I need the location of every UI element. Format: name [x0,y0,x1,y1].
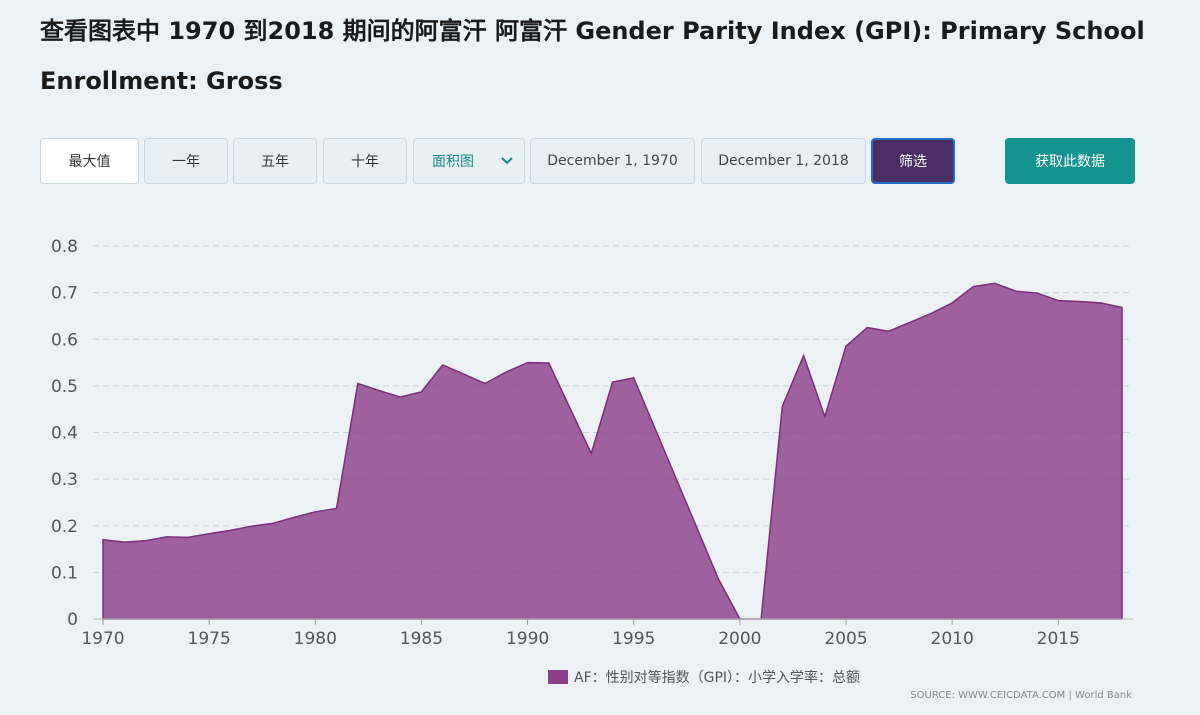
data-point[interactable] [928,311,934,317]
filter-button[interactable]: 筛选 [871,138,955,184]
range-1y-button[interactable]: 一年 [144,138,228,184]
data-point[interactable] [164,534,170,540]
data-point[interactable] [334,505,340,511]
data-point[interactable] [249,523,255,529]
range-max-button[interactable]: 最大值 [40,138,139,184]
data-point[interactable] [291,514,297,520]
start-date-input[interactable]: December 1, 1970 [530,138,695,184]
data-point[interactable] [949,300,955,306]
legend-swatch [548,670,568,684]
data-point[interactable] [376,388,382,394]
area-series-path[interactable] [102,282,1123,620]
data-point[interactable] [716,576,722,582]
source-credit: SOURCE: WWW.CEICDATA.COM | World Bank [910,690,1132,701]
data-point[interactable] [440,362,446,368]
data-point[interactable] [843,343,849,349]
data-point[interactable] [1098,300,1104,306]
y-tick-label: 0.8 [51,237,78,257]
x-tick-label: 1980 [294,629,337,649]
range-5y-button[interactable]: 五年 [233,138,317,184]
y-tick-label: 0.2 [51,517,78,537]
range-10y-button[interactable]: 十年 [323,138,407,184]
data-point[interactable] [185,534,191,540]
x-tick-label: 1985 [400,629,443,649]
y-tick-label: 0.5 [51,377,78,397]
data-point[interactable] [992,280,998,286]
data-point[interactable] [864,325,870,331]
data-point[interactable] [227,527,233,533]
chart-type-select[interactable]: 面积图 [413,138,525,184]
y-tick-label: 0.6 [51,330,78,350]
x-tick-label: 2010 [931,629,974,649]
data-point[interactable] [610,379,616,385]
y-tick-label: 0.3 [51,470,78,490]
data-point[interactable] [355,381,361,387]
area-series [100,280,1125,620]
data-point[interactable] [142,538,148,544]
x-tick-label: 1995 [612,629,655,649]
data-point[interactable] [1034,290,1040,296]
y-tick-label: 0.7 [51,284,78,304]
chart-toolbar: 最大值 一年 五年 十年 面积图 December 1, 1970 Decemb… [0,0,1200,200]
data-point[interactable] [546,360,552,366]
data-point[interactable] [631,375,637,381]
data-point[interactable] [121,539,127,545]
page-title: 查看图表中 1970 到2018 期间的阿富汗 阿富汗 Gender Parit… [40,17,1145,95]
data-point[interactable] [206,531,212,537]
data-point[interactable] [397,394,403,400]
x-tick-label: 1970 [81,629,124,649]
y-tick-label: 0 [67,610,78,630]
data-point[interactable] [525,360,531,366]
data-point[interactable] [885,328,891,334]
x-tick-label: 1990 [506,629,549,649]
data-point[interactable] [779,403,785,409]
end-date-input[interactable]: December 1, 2018 [701,138,866,184]
data-point[interactable] [801,353,807,359]
x-tick-label: 2005 [824,629,867,649]
data-point[interactable] [1119,305,1125,311]
x-tick-label: 1975 [188,629,231,649]
data-point[interactable] [270,520,276,526]
data-point[interactable] [461,371,467,377]
chart-legend[interactable]: AF：性别对等指数（GPI）：小学入学率：总额 [548,666,860,688]
data-point[interactable] [1013,288,1019,294]
data-point[interactable] [1077,298,1083,304]
data-point[interactable] [970,284,976,290]
data-point[interactable] [822,414,828,420]
y-tick-label: 0.1 [51,563,78,583]
chart-type-selected-label: 面积图 [432,154,474,170]
data-point[interactable] [312,509,318,515]
data-point[interactable] [482,381,488,387]
data-point[interactable] [588,450,594,456]
chevron-down-icon [501,157,513,165]
legend-label: AF：性别对等指数（GPI）：小学入学率：总额 [574,670,861,686]
data-point[interactable] [1055,298,1061,304]
data-point[interactable] [100,537,106,543]
axes: 0 0.1 0.2 0.3 0.4 0.5 0.6 0.7 0.8 1970 1975 1980 198… [51,237,1133,649]
y-tick-label: 0.4 [51,424,78,444]
data-point[interactable] [503,369,509,375]
data-point[interactable] [418,389,424,395]
data-point[interactable] [907,319,913,325]
get-data-button[interactable]: 获取此数据 [1005,138,1135,184]
x-tick-label: 2015 [1037,629,1080,649]
x-tick-label: 2000 [718,629,761,649]
